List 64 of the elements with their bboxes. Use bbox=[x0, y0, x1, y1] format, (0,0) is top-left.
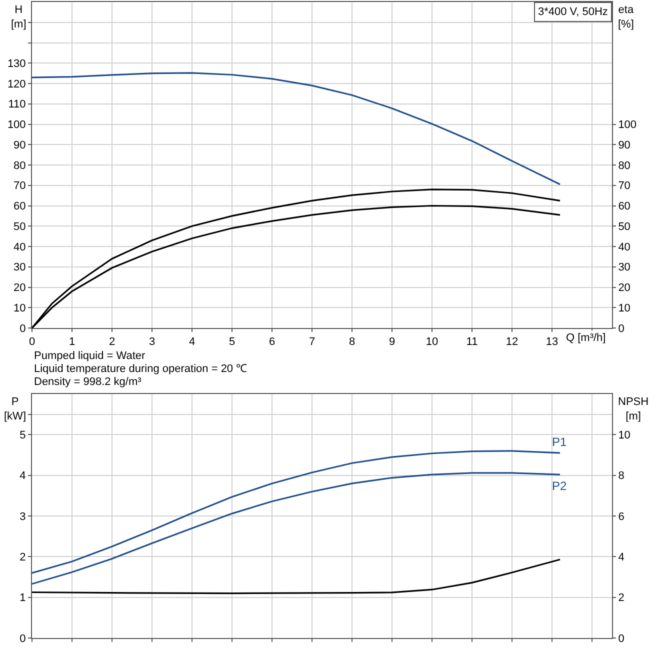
y-tick-label: 90 bbox=[14, 139, 26, 152]
y2-tick-label: 60 bbox=[618, 200, 630, 213]
y2-tick-label: 2 bbox=[618, 592, 624, 604]
y-tick-label: 3 bbox=[20, 510, 26, 523]
y-tick-label: 40 bbox=[14, 241, 26, 254]
y2-tick-label: 4 bbox=[618, 552, 624, 564]
x-tick-label: 4 bbox=[188, 336, 196, 348]
x-tick-label: 11 bbox=[466, 336, 478, 348]
y2-tick-label: 6 bbox=[618, 510, 624, 523]
x-tick-label: 3 bbox=[148, 336, 156, 348]
x-tick-label: 8 bbox=[348, 336, 356, 348]
y2-tick-label: 8 bbox=[618, 470, 624, 482]
y2-tick-label: 0 bbox=[618, 632, 624, 645]
series-label: P1 bbox=[552, 435, 568, 449]
y2-tick-label: 30 bbox=[618, 262, 630, 274]
x-tick-label: 6 bbox=[268, 336, 276, 348]
x-tick-label: 0 bbox=[28, 336, 36, 348]
y-tick-label: 5 bbox=[20, 430, 26, 442]
y2-tick-label: 0 bbox=[618, 322, 624, 335]
text: Density = 998.2 kg/m³ bbox=[34, 376, 142, 388]
y-axis-title: P [kW] bbox=[4, 396, 26, 422]
y-axis-title: H [m] bbox=[11, 4, 26, 30]
x-tick-label: 13 bbox=[546, 336, 558, 348]
y-tick-label: 10 bbox=[14, 302, 26, 314]
x-tick-label: 9 bbox=[388, 336, 396, 348]
y-tick-label: 0 bbox=[20, 322, 26, 335]
y-tick-label: 60 bbox=[14, 200, 26, 213]
x-tick-label: 10 bbox=[426, 336, 438, 348]
y-tick-label: 120 bbox=[7, 78, 26, 90]
y2-tick-label: 20 bbox=[618, 282, 630, 294]
y2-tick-label: 50 bbox=[618, 220, 630, 233]
line-series bbox=[32, 558, 561, 594]
y-tick-label: 70 bbox=[14, 180, 26, 192]
y-tick-label: 20 bbox=[14, 282, 26, 294]
x-tick-label: 1 bbox=[68, 336, 76, 348]
y2-axis-title: eta [%] bbox=[618, 4, 634, 30]
y-tick-label: 2 bbox=[20, 552, 26, 564]
x-tick-label: 2 bbox=[108, 336, 116, 348]
x-tick-label: 7 bbox=[308, 336, 316, 348]
y-tick-label: 80 bbox=[14, 160, 26, 172]
y-tick-label: 1 bbox=[20, 592, 26, 604]
y-tick-label: 30 bbox=[14, 262, 26, 274]
y-tick-label: 100 bbox=[7, 119, 26, 132]
y-tick-label: 4 bbox=[20, 470, 26, 482]
y2-tick-label: 80 bbox=[618, 160, 630, 172]
series-label: P2 bbox=[552, 479, 568, 493]
x-tick-label: 12 bbox=[506, 336, 518, 348]
y2-tick-label: 70 bbox=[618, 180, 630, 192]
y2-tick-label: 40 bbox=[618, 241, 630, 254]
x-axis-title: Q [m³/h] bbox=[566, 332, 606, 344]
line-series bbox=[32, 72, 561, 186]
y2-tick-label: 90 bbox=[618, 139, 630, 152]
y-tick-label: 50 bbox=[14, 220, 26, 233]
text: Pumped liquid = Water bbox=[34, 350, 146, 362]
x-tick-label: 5 bbox=[228, 336, 236, 348]
y-tick-label: 0 bbox=[20, 632, 26, 645]
y2-tick-label: 10 bbox=[618, 302, 630, 314]
y-tick-label: 110 bbox=[8, 98, 26, 111]
text: Liquid temperature during operation = 20 ℃ bbox=[34, 363, 248, 375]
y-tick-label: 130 bbox=[7, 58, 26, 70]
y2-tick-label: 10 bbox=[618, 430, 630, 442]
chart-title: 3*400 V, 50Hz bbox=[538, 6, 608, 18]
y2-tick-label: 100 bbox=[618, 119, 637, 132]
y2-axis-title: NPSH [m] bbox=[618, 396, 649, 422]
